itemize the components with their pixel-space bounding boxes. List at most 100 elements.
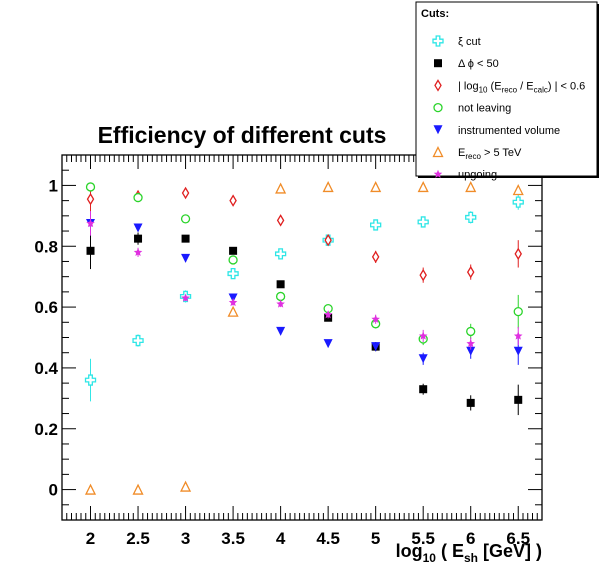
legend-entry-logratio: | log10 (Ereco / Ecalc) | < 0.6	[434, 79, 585, 94]
data-point-ereco	[180, 480, 192, 492]
data-point-dphi	[229, 246, 238, 255]
data-point-ereco	[370, 180, 382, 193]
x-tick-label: 5	[371, 529, 380, 548]
data-point-notleaving	[466, 323, 476, 340]
marker-upgoing	[133, 247, 143, 256]
data-point-dphi	[514, 384, 523, 416]
data-point-logratio	[514, 240, 522, 268]
y-tick-label: 0.8	[34, 237, 58, 256]
marker-notleaving	[466, 326, 476, 337]
legend-label-part: | log	[458, 80, 479, 92]
legend-label-subscript: 10	[479, 85, 488, 94]
data-point-notleaving	[275, 291, 286, 302]
legend-marker-instrumented	[433, 125, 443, 135]
legend-label-subscript: reco	[502, 85, 518, 94]
legend-entry-xi: ξ cut	[432, 35, 481, 48]
data-point-upgoing	[86, 211, 95, 236]
legend-label-part: ) | < 0.6	[548, 80, 585, 92]
data-point-dphi	[86, 232, 95, 270]
legend: Cuts: ξ cut Δ ϕ < 50 | log10 (Ereco / Ecalc…	[415, 1, 599, 181]
legend-label-instrumented: instrumented volume	[458, 125, 560, 137]
data-point-xi	[84, 358, 97, 402]
marker-dphi	[229, 246, 238, 255]
marker-xi	[370, 219, 382, 231]
data-point-upgoing	[466, 337, 475, 350]
marker-logratio	[466, 265, 475, 279]
x-axis-title-part: ( E	[436, 541, 464, 561]
x-tick-label: 6	[466, 529, 475, 548]
legend-label-notleaving: not leaving	[458, 103, 511, 115]
data-point-upgoing	[181, 293, 190, 302]
legend-label-part: (E	[488, 80, 502, 92]
legend-entry-ereco: Ereco > 5 TeV	[432, 146, 522, 161]
marker-dphi	[86, 246, 95, 255]
data-point-notleaving	[133, 192, 143, 203]
legend-label-part: not leaving	[458, 103, 511, 115]
y-tick-label: 0.2	[34, 420, 58, 439]
series-dphi	[86, 232, 523, 416]
legend-label-upgoing: upgoing	[458, 169, 497, 181]
data-point-ereco	[275, 182, 287, 194]
marker-ereco	[227, 305, 239, 317]
data-point-xi	[465, 211, 477, 224]
data-point-ereco	[227, 305, 239, 317]
x-tick-label: 6.5	[506, 529, 530, 548]
marker-instrumented	[513, 346, 523, 356]
data-point-dphi	[276, 280, 285, 289]
plot-frame	[61, 154, 543, 521]
legend-label-ereco: Ereco > 5 TeV	[458, 147, 522, 161]
marker-logratio	[229, 194, 237, 207]
marker-logratio	[276, 214, 285, 227]
axes: 2 2.5 3 3.5 4 4.5 5 5.5 6 6.5 0 0.2 0.4 0.6 0.8 1	[34, 154, 543, 548]
legend-marker-ereco	[432, 146, 444, 158]
marker-xi	[84, 374, 97, 386]
legend-marker-xi	[432, 35, 444, 47]
x-axis-title: log10 ( Esh [GeV] )	[396, 541, 542, 565]
y-tick-label: 1	[49, 176, 58, 195]
legend-marker-notleaving	[433, 102, 443, 113]
data-point-upgoing	[371, 314, 380, 324]
legend-label-part: ξ cut	[458, 36, 481, 48]
data-point-instrumented	[181, 253, 191, 263]
data-point-notleaving	[228, 255, 238, 265]
data-point-upgoing	[513, 326, 523, 346]
marker-notleaving	[513, 306, 523, 317]
data-marks	[84, 180, 524, 495]
data-point-xi	[370, 219, 382, 231]
legend-label-part: > 5 TeV	[481, 147, 522, 159]
x-axis-title-part: log	[396, 541, 423, 561]
data-point-logratio	[276, 214, 285, 227]
series-notleaving	[85, 182, 523, 346]
marker-upgoing	[323, 310, 333, 319]
legend-entry-dphi: Δ ϕ < 50	[434, 58, 499, 70]
data-point-logratio	[419, 267, 427, 283]
marker-dphi	[181, 234, 190, 243]
marker-ereco	[512, 184, 524, 196]
marker-ereco	[370, 180, 382, 193]
legend-label-part: Δ ϕ < 50	[458, 58, 499, 70]
marker-upgoing	[371, 314, 380, 323]
marker-xi	[227, 267, 239, 280]
data-point-notleaving	[85, 182, 96, 192]
data-point-upgoing	[228, 298, 238, 307]
marker-ereco	[417, 180, 429, 193]
data-point-xi	[274, 248, 287, 260]
data-point-logratio	[324, 233, 332, 247]
data-point-xi	[512, 194, 524, 210]
marker-xi	[465, 211, 477, 224]
data-point-instrumented	[371, 342, 381, 352]
data-point-dphi	[181, 234, 190, 243]
legend-entry-notleaving: not leaving	[433, 102, 511, 115]
data-point-logratio	[181, 186, 190, 200]
marker-logratio	[419, 268, 427, 282]
marker-logratio	[181, 186, 190, 200]
marker-logratio	[514, 247, 522, 261]
data-point-dphi	[466, 395, 475, 411]
marker-dphi	[134, 234, 143, 243]
marker-upgoing	[276, 299, 285, 308]
data-point-ereco	[132, 483, 144, 495]
marker-instrumented	[228, 293, 238, 303]
legend-header: Cuts:	[421, 8, 449, 20]
x-tick-label: 5.5	[411, 529, 435, 548]
